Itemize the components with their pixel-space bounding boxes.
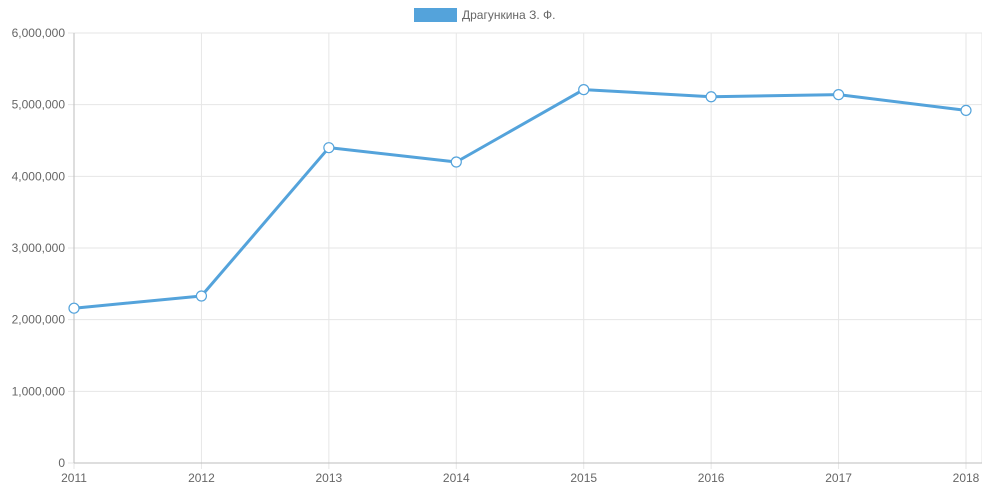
x-tick-label: 2015 <box>570 471 597 485</box>
data-point[interactable] <box>705 91 717 103</box>
y-tick-label: 5,000,000 <box>12 98 66 112</box>
legend-swatch[interactable] <box>414 8 457 22</box>
data-point[interactable] <box>832 89 845 101</box>
y-tick-label: 6,000,000 <box>12 26 66 40</box>
x-tick-label: 2018 <box>953 471 980 485</box>
x-tick-label: 2017 <box>825 471 852 485</box>
x-tick-label: 2013 <box>316 471 343 485</box>
y-tick-label: 4,000,000 <box>12 169 66 183</box>
x-tick-label: 2014 <box>443 471 470 485</box>
series-line <box>73 88 967 310</box>
axes <box>73 33 982 464</box>
legend-label[interactable]: Драгункина З. Ф. <box>462 8 555 22</box>
data-point[interactable] <box>450 156 462 168</box>
x-tick-label: 2012 <box>188 471 215 485</box>
y-axis-ticks: 0 1,000,000 2,000,000 3,000,000 4,000,000 5,0… <box>12 26 66 470</box>
data-point[interactable] <box>960 104 972 117</box>
series-group <box>68 84 972 314</box>
x-tick-label: 2011 <box>61 471 87 485</box>
data-point[interactable] <box>68 302 80 314</box>
data-point[interactable] <box>195 290 208 302</box>
x-tick-label: 2016 <box>698 471 725 485</box>
data-point[interactable] <box>323 142 335 154</box>
legend[interactable]: Драгункина З. Ф. <box>414 8 555 22</box>
y-tick-label: 2,000,000 <box>12 313 66 327</box>
x-axis-ticks: 2011 2012 2013 2014 2015 2016 2017 2018 <box>61 471 980 485</box>
y-tick-label: 1,000,000 <box>12 384 66 398</box>
y-tick-label: 3,000,000 <box>12 241 66 255</box>
grid <box>68 32 982 469</box>
y-tick-label: 0 <box>58 456 65 470</box>
data-point[interactable] <box>578 84 590 96</box>
